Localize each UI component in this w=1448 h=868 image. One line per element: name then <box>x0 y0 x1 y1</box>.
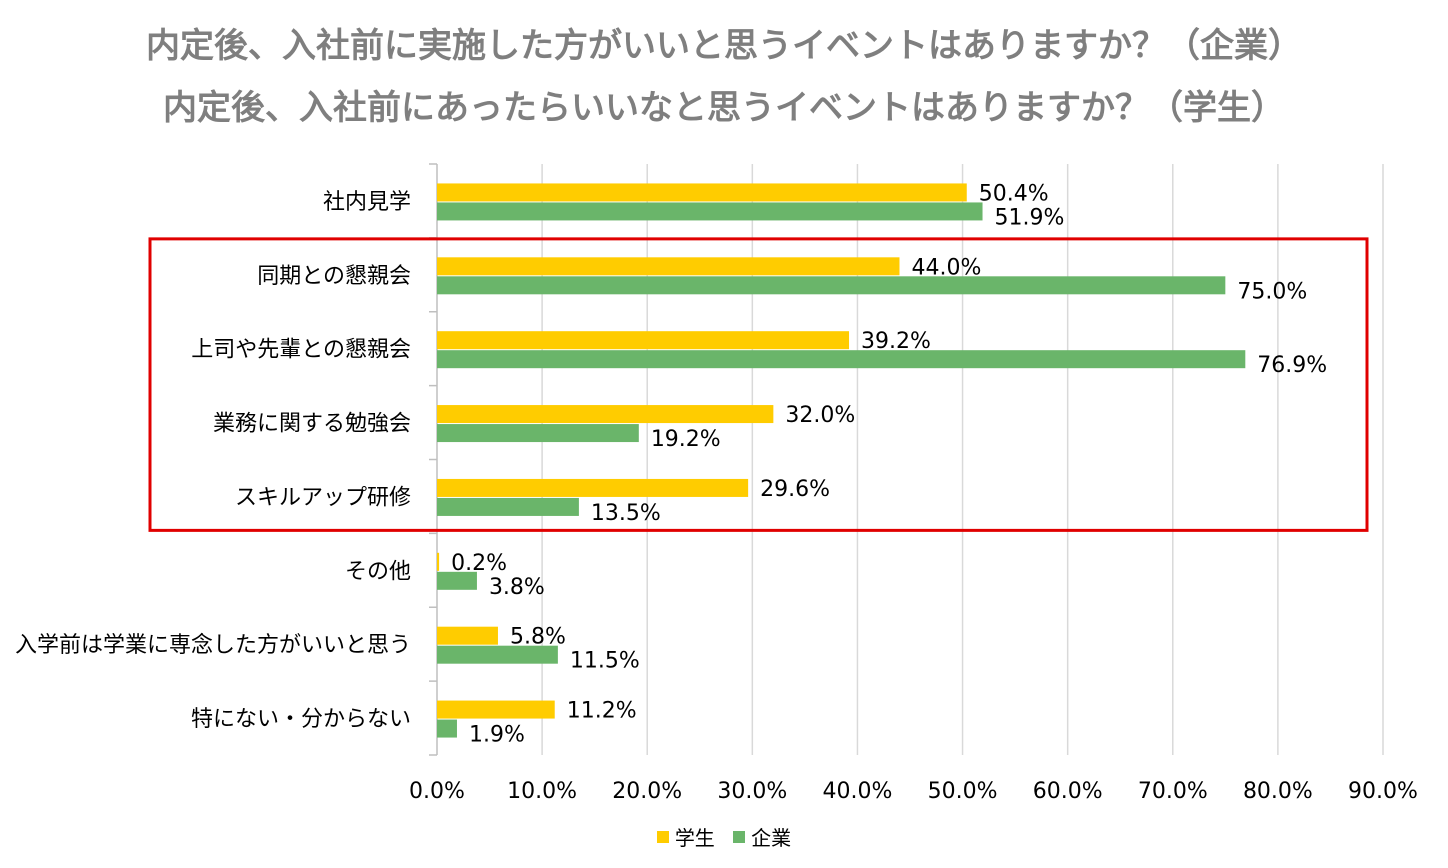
legend-label-company: 企業 <box>751 826 792 850</box>
x-tick-label: 40.0% <box>822 779 892 804</box>
category-label: 業務に関する勉強会 <box>213 412 411 437</box>
legend-item-company: 企業 <box>733 822 791 851</box>
bar-student <box>437 257 900 276</box>
legend-swatch-company <box>733 830 746 843</box>
bar-student <box>437 183 967 202</box>
category-label: 社内見学 <box>323 190 411 215</box>
x-tick-label: 50.0% <box>928 779 998 804</box>
data-label-student: 50.4% <box>979 181 1049 206</box>
x-tick-label: 0.0% <box>409 779 465 804</box>
data-label-company: 76.9% <box>1257 353 1327 378</box>
bar-company <box>437 424 639 443</box>
bar-company <box>437 276 1226 295</box>
bar-company <box>437 350 1246 369</box>
data-label-company: 3.8% <box>489 575 545 600</box>
data-label-student: 32.0% <box>785 403 855 428</box>
x-tick-label: 90.0% <box>1348 779 1418 804</box>
bar-student <box>437 478 749 497</box>
legend: 学生 企業 <box>0 822 1448 851</box>
data-label-student: 44.0% <box>911 255 981 280</box>
data-label-company: 11.5% <box>570 649 640 674</box>
bar-company <box>437 719 457 738</box>
highlight-box <box>148 237 1369 532</box>
data-label-student: 0.2% <box>451 551 507 576</box>
bar-student <box>437 700 555 719</box>
category-label: 特にない・分からない <box>191 707 411 732</box>
x-tick-label: 10.0% <box>507 779 577 804</box>
bar-student <box>437 552 440 571</box>
x-tick-label: 60.0% <box>1033 779 1103 804</box>
data-label-company: 19.2% <box>651 427 721 452</box>
bar-student <box>437 626 498 645</box>
bar-company <box>437 645 558 664</box>
data-label-company: 51.9% <box>995 205 1065 230</box>
category-label: 同期との懇親会 <box>257 264 411 289</box>
chart-title-student: 内定後、入社前にあったらいいなと思うイベントはありますか？（学生） <box>163 88 1285 128</box>
legend-swatch-student <box>656 830 669 843</box>
x-tick-label: 70.0% <box>1138 779 1208 804</box>
data-label-student: 5.8% <box>510 625 566 650</box>
chart-title-company: 内定後、入社前に実施した方がいいと思うイベントはありますか？（企業） <box>146 26 1302 66</box>
x-tick-label: 30.0% <box>717 779 787 804</box>
legend-label-student: 学生 <box>674 826 715 850</box>
x-tick-label: 20.0% <box>612 779 682 804</box>
data-label-student: 39.2% <box>861 329 931 354</box>
data-label-student: 11.2% <box>567 699 637 724</box>
bar-company <box>437 497 579 516</box>
category-label: スキルアップ研修 <box>235 485 411 510</box>
data-label-company: 13.5% <box>591 501 661 526</box>
data-label-student: 29.6% <box>760 477 830 502</box>
category-label: 上司や先輩との懇親会 <box>191 338 411 363</box>
bar-student <box>437 405 774 424</box>
category-label: その他 <box>345 559 411 584</box>
bar-company <box>437 571 477 590</box>
x-tick-label: 80.0% <box>1243 779 1313 804</box>
category-label: 入学前は学業に専念した方がいいと思う <box>15 633 411 658</box>
data-label-company: 75.0% <box>1237 279 1307 304</box>
legend-item-student: 学生 <box>656 822 715 851</box>
data-label-company: 1.9% <box>469 723 525 748</box>
bar-student <box>437 331 850 350</box>
bar-company <box>437 202 983 221</box>
